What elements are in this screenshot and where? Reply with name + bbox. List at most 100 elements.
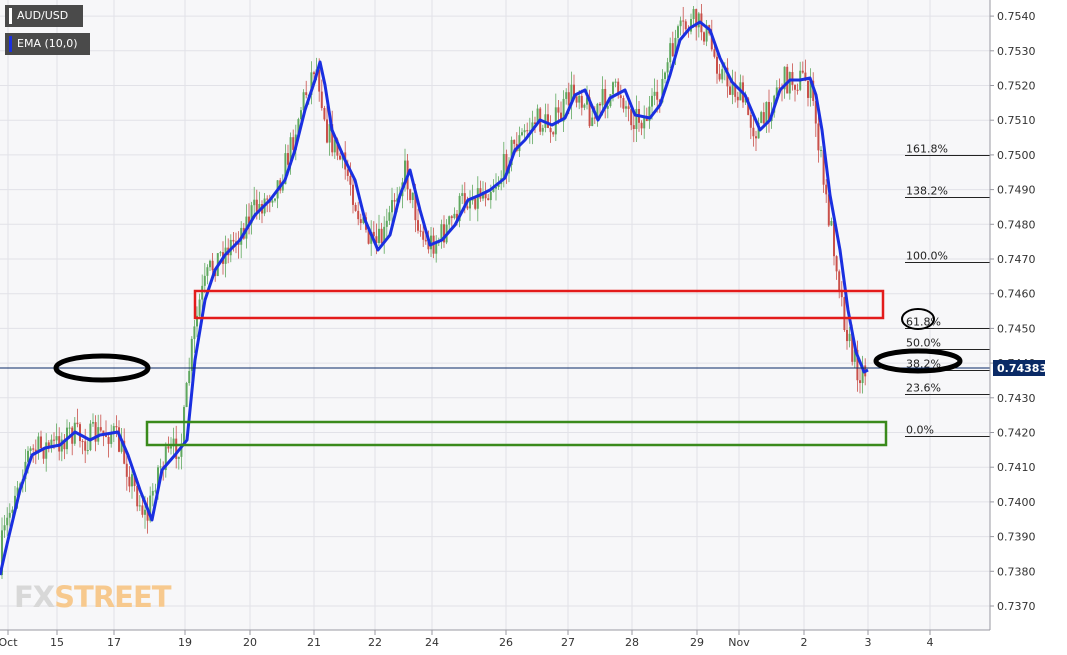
y-tick-label: 0.7510 [997, 114, 1036, 127]
candle-body [731, 83, 734, 95]
candle-body [843, 297, 846, 330]
candle-body [302, 92, 305, 111]
candle-body [531, 122, 534, 131]
candle-body [580, 95, 583, 108]
y-tick-label: 0.7420 [997, 427, 1036, 440]
x-tick-label: 28 [625, 636, 639, 649]
candle-body [289, 137, 292, 165]
candle-body [297, 119, 300, 135]
candle-body [170, 446, 172, 449]
candle-body [461, 193, 464, 196]
candle-body [554, 107, 557, 135]
candle-body [734, 83, 737, 97]
y-tick-label: 0.7370 [997, 600, 1036, 613]
candle-body [443, 224, 445, 243]
candle-body [424, 239, 427, 242]
candle-body [183, 407, 185, 444]
candle-body [703, 32, 705, 42]
current-price-label: 0.743835 [997, 362, 1055, 375]
candle-body [154, 490, 157, 492]
candle-body [125, 463, 128, 477]
candle-body [669, 43, 672, 63]
candle-body [198, 299, 201, 316]
candle-body [835, 256, 838, 272]
candle-body [809, 80, 812, 98]
candle-body [705, 25, 708, 42]
candle-body [791, 72, 794, 85]
candle-body [692, 9, 695, 20]
candle-body [86, 450, 89, 452]
y-tick-label: 0.7470 [997, 253, 1036, 266]
candle-body [29, 448, 32, 451]
candle-body [853, 349, 856, 362]
candle-body [721, 69, 724, 80]
candle-body [404, 160, 406, 183]
candle-body [552, 132, 555, 135]
candle-body [84, 441, 87, 451]
resistance-zone-box [193, 289, 885, 320]
candle-body [656, 91, 659, 100]
candle-body [547, 114, 549, 128]
candle-body [510, 139, 513, 166]
candle-body [157, 467, 159, 491]
highlight-ellipse-fib382 [873, 348, 963, 374]
candle-body [266, 198, 269, 200]
candle-body [320, 91, 323, 108]
y-tick-label: 0.7520 [997, 80, 1036, 93]
candle-body [250, 205, 253, 224]
candle-body [495, 186, 497, 189]
y-tick-label: 0.7530 [997, 45, 1036, 58]
candle-body [502, 153, 505, 179]
candle-body [79, 424, 81, 442]
candle-body [557, 107, 560, 113]
candle-body [570, 84, 573, 106]
y-tick-label: 0.7480 [997, 218, 1036, 231]
candle-body [300, 110, 302, 120]
candle-body [102, 430, 105, 434]
candle-body [586, 97, 588, 105]
candle-body [271, 200, 274, 203]
candle-body [120, 440, 123, 452]
candle-body [622, 98, 625, 109]
candle-body [814, 100, 817, 124]
candle-body [203, 275, 206, 286]
candle-body [209, 260, 211, 268]
candle-body [861, 365, 864, 384]
fibonacci-levels: 161.8% 138.2% 100.0% 61.8% 50.0% 38.2% 23.6% 0.… [905, 143, 990, 437]
candle-body [110, 434, 113, 444]
candle-body [14, 495, 16, 510]
candle-body [578, 95, 581, 103]
candle-body [762, 112, 765, 124]
candle-body [393, 200, 396, 202]
candle-body [521, 132, 523, 136]
candle-body [417, 220, 419, 231]
candle-body [830, 221, 833, 226]
candle-body [627, 106, 630, 109]
candle-body [632, 125, 635, 130]
candle-body [201, 285, 204, 300]
candle-body [528, 130, 531, 132]
candle-body [606, 106, 609, 109]
candle-body [716, 56, 718, 74]
candle-body [534, 122, 536, 125]
candle-body [292, 137, 295, 150]
candle-body [755, 136, 757, 139]
candle-body [331, 124, 334, 153]
candle-body [752, 127, 755, 137]
y-tick-label: 0.7500 [997, 149, 1036, 162]
candle-body [729, 86, 731, 95]
x-tick-label: 15 [50, 636, 64, 649]
candle-body [63, 439, 66, 450]
candle-body [128, 476, 131, 487]
fib-level-label: 38.2% [906, 358, 941, 371]
candle-body [593, 117, 596, 119]
candle-body [359, 219, 362, 224]
candle-body [796, 89, 799, 91]
y-tick-label: 0.7460 [997, 288, 1036, 301]
candle-body [651, 95, 653, 107]
fib-level-label: 61.8% [906, 316, 941, 329]
candle-body [357, 210, 360, 220]
candle-body [718, 73, 721, 80]
candle-body [684, 21, 687, 30]
